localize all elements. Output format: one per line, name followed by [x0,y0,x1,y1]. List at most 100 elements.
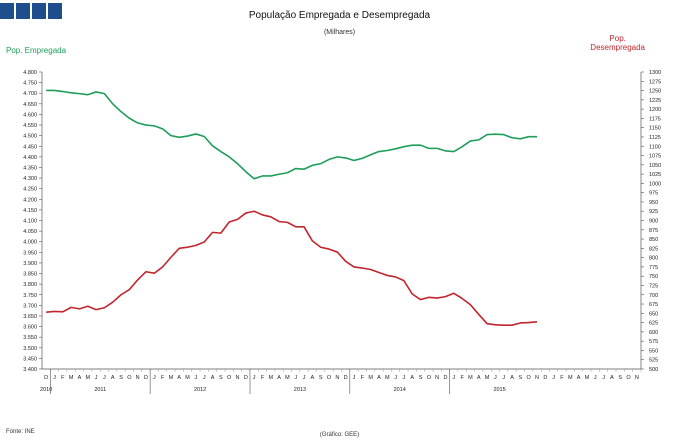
left-tick-label: 4.650 [23,102,37,108]
left-tick-label: 4.700 [23,91,37,97]
logo-square [48,3,62,19]
month-label: A [577,375,581,381]
right-tick-label: 925 [649,209,658,215]
credit-note: (Gráfico: GEE) [319,432,360,438]
left-tick-label: 3.450 [23,356,37,362]
right-tick-label: 1075 [649,154,661,160]
left-tick-label: 4.000 [23,240,37,246]
right-axis-label-line2: Desempregada [590,43,645,52]
right-tick-label: 700 [649,293,658,299]
month-label: O [527,375,532,381]
month-label: D [144,375,148,381]
month-label: A [477,375,481,381]
logo-square [0,3,14,19]
right-tick-label: 1025 [649,172,661,178]
left-tick-label: 4.400 [23,155,37,161]
left-tick-label: 4.050 [23,229,37,235]
right-tick-label: 850 [649,237,658,243]
right-axis-label: Pop. Desempregada [590,34,645,52]
month-label: N [635,375,639,381]
source-note: Fonte: INE [6,429,35,435]
right-tick-label: 1300 [649,70,661,76]
month-label: J [103,375,106,381]
month-label: D [444,375,448,381]
month-label: J [394,375,397,381]
right-tick-label: 800 [649,256,658,262]
month-label: J [602,375,605,381]
month-label: A [177,375,181,381]
month-label: J [452,375,455,381]
month-label: M [385,375,390,381]
right-axis-label-line1: Pop. [609,34,626,43]
right-tick-label: 825 [649,246,658,252]
year-label: 2010 [40,387,52,393]
month-label: S [419,375,423,381]
month-label: F [560,375,564,381]
right-tick-label: 725 [649,283,658,289]
left-tick-label: 4.800 [23,70,37,76]
employed-series-line [46,89,538,180]
month-label: A [610,375,614,381]
month-label: O [626,375,631,381]
right-tick-label: 1225 [649,98,661,104]
month-label: J [494,375,497,381]
month-label: N [335,375,339,381]
right-tick-label: 1000 [649,181,661,187]
left-tick-label: 4.750 [23,81,37,87]
right-tick-label: 875 [649,228,658,234]
month-label: M [85,375,90,381]
right-tick-label: 775 [649,265,658,271]
month-label: A [211,375,215,381]
left-tick-label: 4.550 [23,123,37,129]
left-tick-label: 3.800 [23,282,37,288]
right-tick-label: 1150 [649,126,661,132]
month-label: A [510,375,514,381]
month-label: M [585,375,590,381]
right-tick-label: 1100 [649,144,661,150]
logo-square [16,3,30,19]
month-label: J [353,375,356,381]
month-label: S [219,375,223,381]
month-label: M [285,375,290,381]
left-tick-label: 4.200 [23,197,37,203]
month-label: D [543,375,547,381]
month-label: F [361,375,365,381]
month-label: N [435,375,439,381]
right-tick-label: 750 [649,274,658,280]
month-label: A [410,375,414,381]
month-label: O [427,375,432,381]
right-tick-label: 1200 [649,107,661,113]
month-label: J [153,375,156,381]
month-label: F [161,375,165,381]
right-tick-label: 600 [649,330,658,336]
left-tick-label: 3.500 [23,346,37,352]
month-label: N [136,375,140,381]
left-tick-label: 3.850 [23,272,37,278]
month-label: M [185,375,190,381]
month-label: J [95,375,98,381]
year-label: 2015 [493,387,505,393]
month-label: A [377,375,381,381]
chart-title: População Empregada e Desempregada [248,10,431,21]
left-tick-label: 4.450 [23,144,37,150]
right-tick-label: 1050 [649,163,661,169]
month-label: M [169,375,174,381]
month-label: M [568,375,573,381]
chart-subtitle: (Milhares) [323,29,356,36]
right-tick-label: 525 [649,358,658,364]
left-tick-label: 4.300 [23,176,37,182]
month-label: J [53,375,56,381]
right-tick-label: 1175 [649,116,661,122]
left-tick-label: 4.350 [23,165,37,171]
month-label: S [319,375,323,381]
month-label: J [303,375,306,381]
year-label: 2011 [94,387,106,393]
month-label: N [535,375,539,381]
month-label: M [368,375,373,381]
month-label: O [127,375,132,381]
year-label: 2014 [394,387,406,393]
right-tick-label: 500 [649,367,658,373]
month-label: A [78,375,82,381]
month-label: D [44,375,48,381]
